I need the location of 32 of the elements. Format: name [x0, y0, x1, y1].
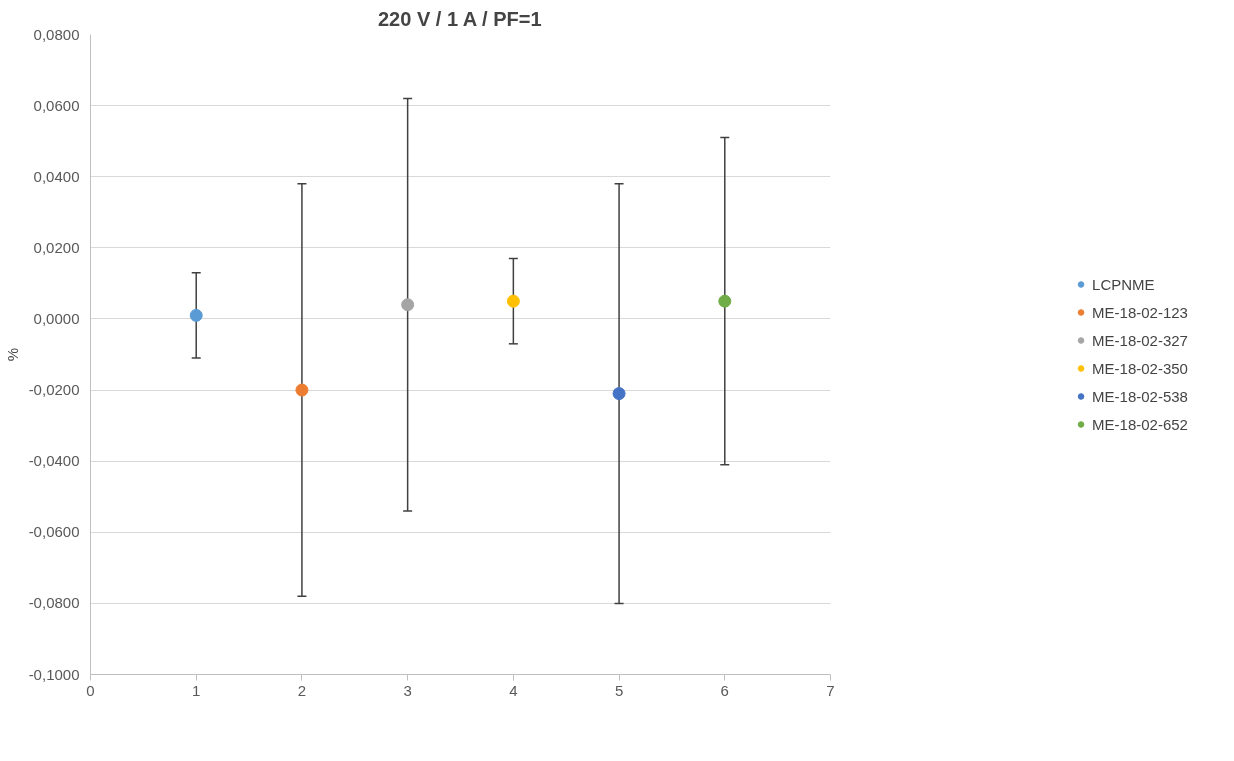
- x-tick-label: 5: [614, 681, 624, 699]
- y-tick-label: -0,0600: [28, 523, 80, 541]
- legend-label: ME-18-02-538: [1092, 387, 1188, 405]
- y-axis-title: %: [3, 347, 21, 362]
- point: [612, 387, 626, 401]
- point: [718, 294, 732, 308]
- x-tick-label: 1: [192, 681, 201, 699]
- y-tick-label: -0,0200: [28, 381, 80, 399]
- x-tick-label: 2: [297, 681, 307, 699]
- y-tick-label: -0,1000: [28, 665, 80, 683]
- point: [506, 294, 520, 308]
- point: [189, 308, 203, 322]
- y-tick-label: 0,0800: [33, 25, 80, 43]
- point: [401, 298, 415, 312]
- x-tick-label: 6: [720, 681, 729, 699]
- y-tick-label: 0,0200: [33, 238, 80, 256]
- y-tick-label: 0,0400: [33, 167, 80, 185]
- x-tick-label: 0: [86, 681, 95, 699]
- x-tick-label: 3: [403, 681, 412, 699]
- legend-label: ME-18-02-327: [1092, 331, 1188, 349]
- y-tick-label: 0,0600: [33, 96, 80, 114]
- chart-title: 220 V / 1 A / PF=1: [377, 7, 542, 30]
- legend-label: ME-18-02-123: [1092, 303, 1188, 321]
- point: [295, 383, 309, 397]
- legend-label: ME-18-02-652: [1092, 415, 1188, 433]
- x-tick-label: 7: [826, 681, 835, 699]
- y-tick-label: 0,0000: [33, 309, 80, 327]
- x-tick-label: 4: [509, 681, 518, 699]
- legend-label: ME-18-02-350: [1092, 359, 1188, 377]
- y-tick-label: -0,0800: [28, 594, 80, 612]
- legend-label: LCPNME: [1092, 275, 1155, 293]
- y-tick-label: -0,0400: [28, 452, 80, 470]
